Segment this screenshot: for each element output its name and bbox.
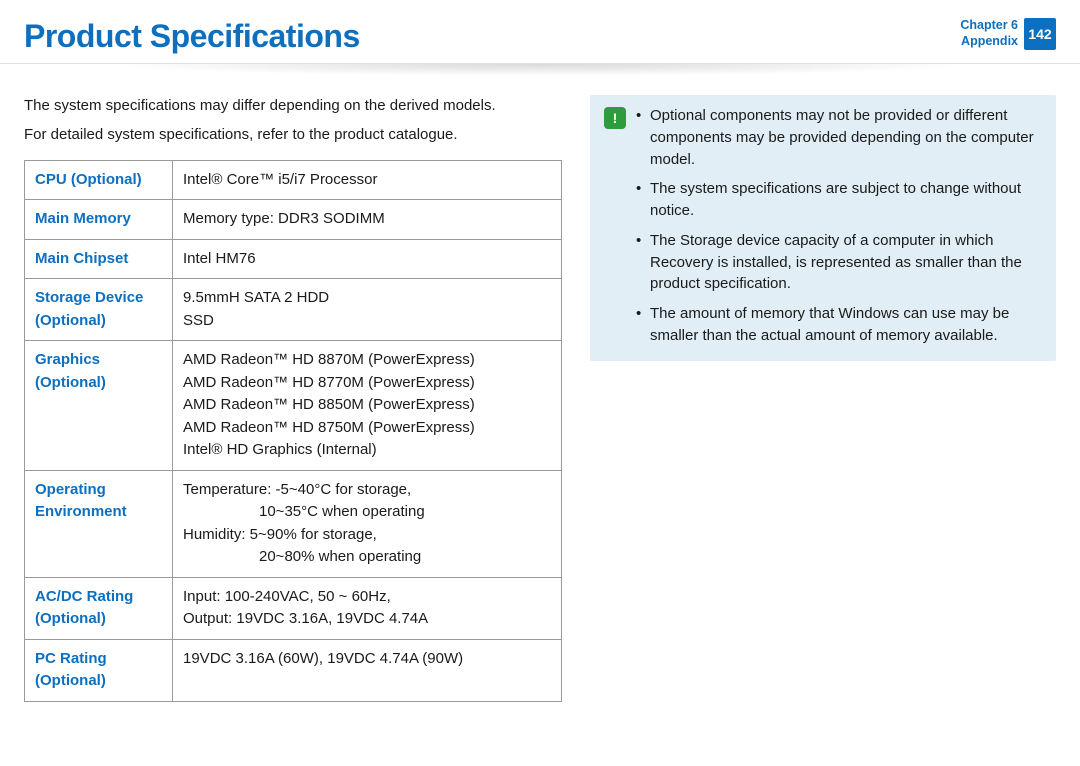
spec-label: PC Rating (Optional)	[25, 639, 173, 701]
table-row: Graphics (Optional) AMD Radeon™ HD 8870M…	[25, 341, 562, 471]
table-row: AC/DC Rating (Optional) Input: 100-240VA…	[25, 577, 562, 639]
env-line: Humidity: 5~90% for storage,	[183, 524, 551, 547]
chapter-line2: Appendix	[960, 34, 1018, 50]
intro-paragraph: The system specifications may differ dep…	[24, 95, 562, 116]
table-row: PC Rating (Optional) 19VDC 3.16A (60W), …	[25, 639, 562, 701]
chapter-line1: Chapter 6	[960, 18, 1018, 34]
spec-label: Graphics (Optional)	[25, 341, 173, 471]
spec-label: Main Chipset	[25, 239, 173, 279]
note-box: ! Optional components may not be provide…	[590, 95, 1056, 361]
note-list: Optional components may not be provided …	[636, 105, 1042, 347]
spec-value: Memory type: DDR3 SODIMM	[173, 200, 562, 240]
chapter-text: Chapter 6 Appendix	[960, 18, 1018, 49]
chapter-block: Chapter 6 Appendix 142	[960, 18, 1056, 50]
note-item: Optional components may not be provided …	[636, 105, 1042, 170]
note-item: The system specifications are subject to…	[636, 178, 1042, 222]
table-row: Storage Device (Optional) 9.5mmH SATA 2 …	[25, 279, 562, 341]
table-row: Main Memory Memory type: DDR3 SODIMM	[25, 200, 562, 240]
spec-value: AMD Radeon™ HD 8870M (PowerExpress) AMD …	[173, 341, 562, 471]
header-divider	[0, 63, 1080, 83]
left-column: The system specifications may differ dep…	[24, 95, 562, 702]
note-item: The Storage device capacity of a compute…	[636, 230, 1042, 295]
env-line: 10~35°C when operating	[183, 501, 551, 524]
table-row: Main Chipset Intel HM76	[25, 239, 562, 279]
page-root: Product Specifications Chapter 6 Appendi…	[0, 0, 1080, 766]
spec-label: AC/DC Rating (Optional)	[25, 577, 173, 639]
table-row: CPU (Optional) Intel® Core™ i5/i7 Proces…	[25, 160, 562, 200]
alert-icon: !	[604, 107, 626, 129]
page-number-badge: 142	[1024, 18, 1056, 50]
spec-label: CPU (Optional)	[25, 160, 173, 200]
spec-label: Storage Device (Optional)	[25, 279, 173, 341]
spec-label: Operating Environment	[25, 470, 173, 577]
intro-paragraph: For detailed system specifications, refe…	[24, 124, 562, 145]
spec-label: Main Memory	[25, 200, 173, 240]
table-row: Operating Environment Temperature: -5~40…	[25, 470, 562, 577]
spec-value: Intel® Core™ i5/i7 Processor	[173, 160, 562, 200]
note-item: The amount of memory that Windows can us…	[636, 303, 1042, 347]
spec-value: Intel HM76	[173, 239, 562, 279]
right-column: ! Optional components may not be provide…	[590, 95, 1056, 702]
spec-table: CPU (Optional) Intel® Core™ i5/i7 Proces…	[24, 160, 562, 702]
spec-value: Temperature: -5~40°C for storage, 10~35°…	[173, 470, 562, 577]
page-header: Product Specifications Chapter 6 Appendi…	[0, 0, 1080, 63]
intro-text: The system specifications may differ dep…	[24, 95, 562, 146]
spec-value: 19VDC 3.16A (60W), 19VDC 4.74A (90W)	[173, 639, 562, 701]
env-line: 20~80% when operating	[183, 546, 551, 569]
spec-value: Input: 100-240VAC, 50 ~ 60Hz, Output: 19…	[173, 577, 562, 639]
env-line: Temperature: -5~40°C for storage,	[183, 479, 551, 502]
content-columns: The system specifications may differ dep…	[0, 95, 1080, 702]
page-title: Product Specifications	[24, 18, 360, 55]
spec-value: 9.5mmH SATA 2 HDD SSD	[173, 279, 562, 341]
